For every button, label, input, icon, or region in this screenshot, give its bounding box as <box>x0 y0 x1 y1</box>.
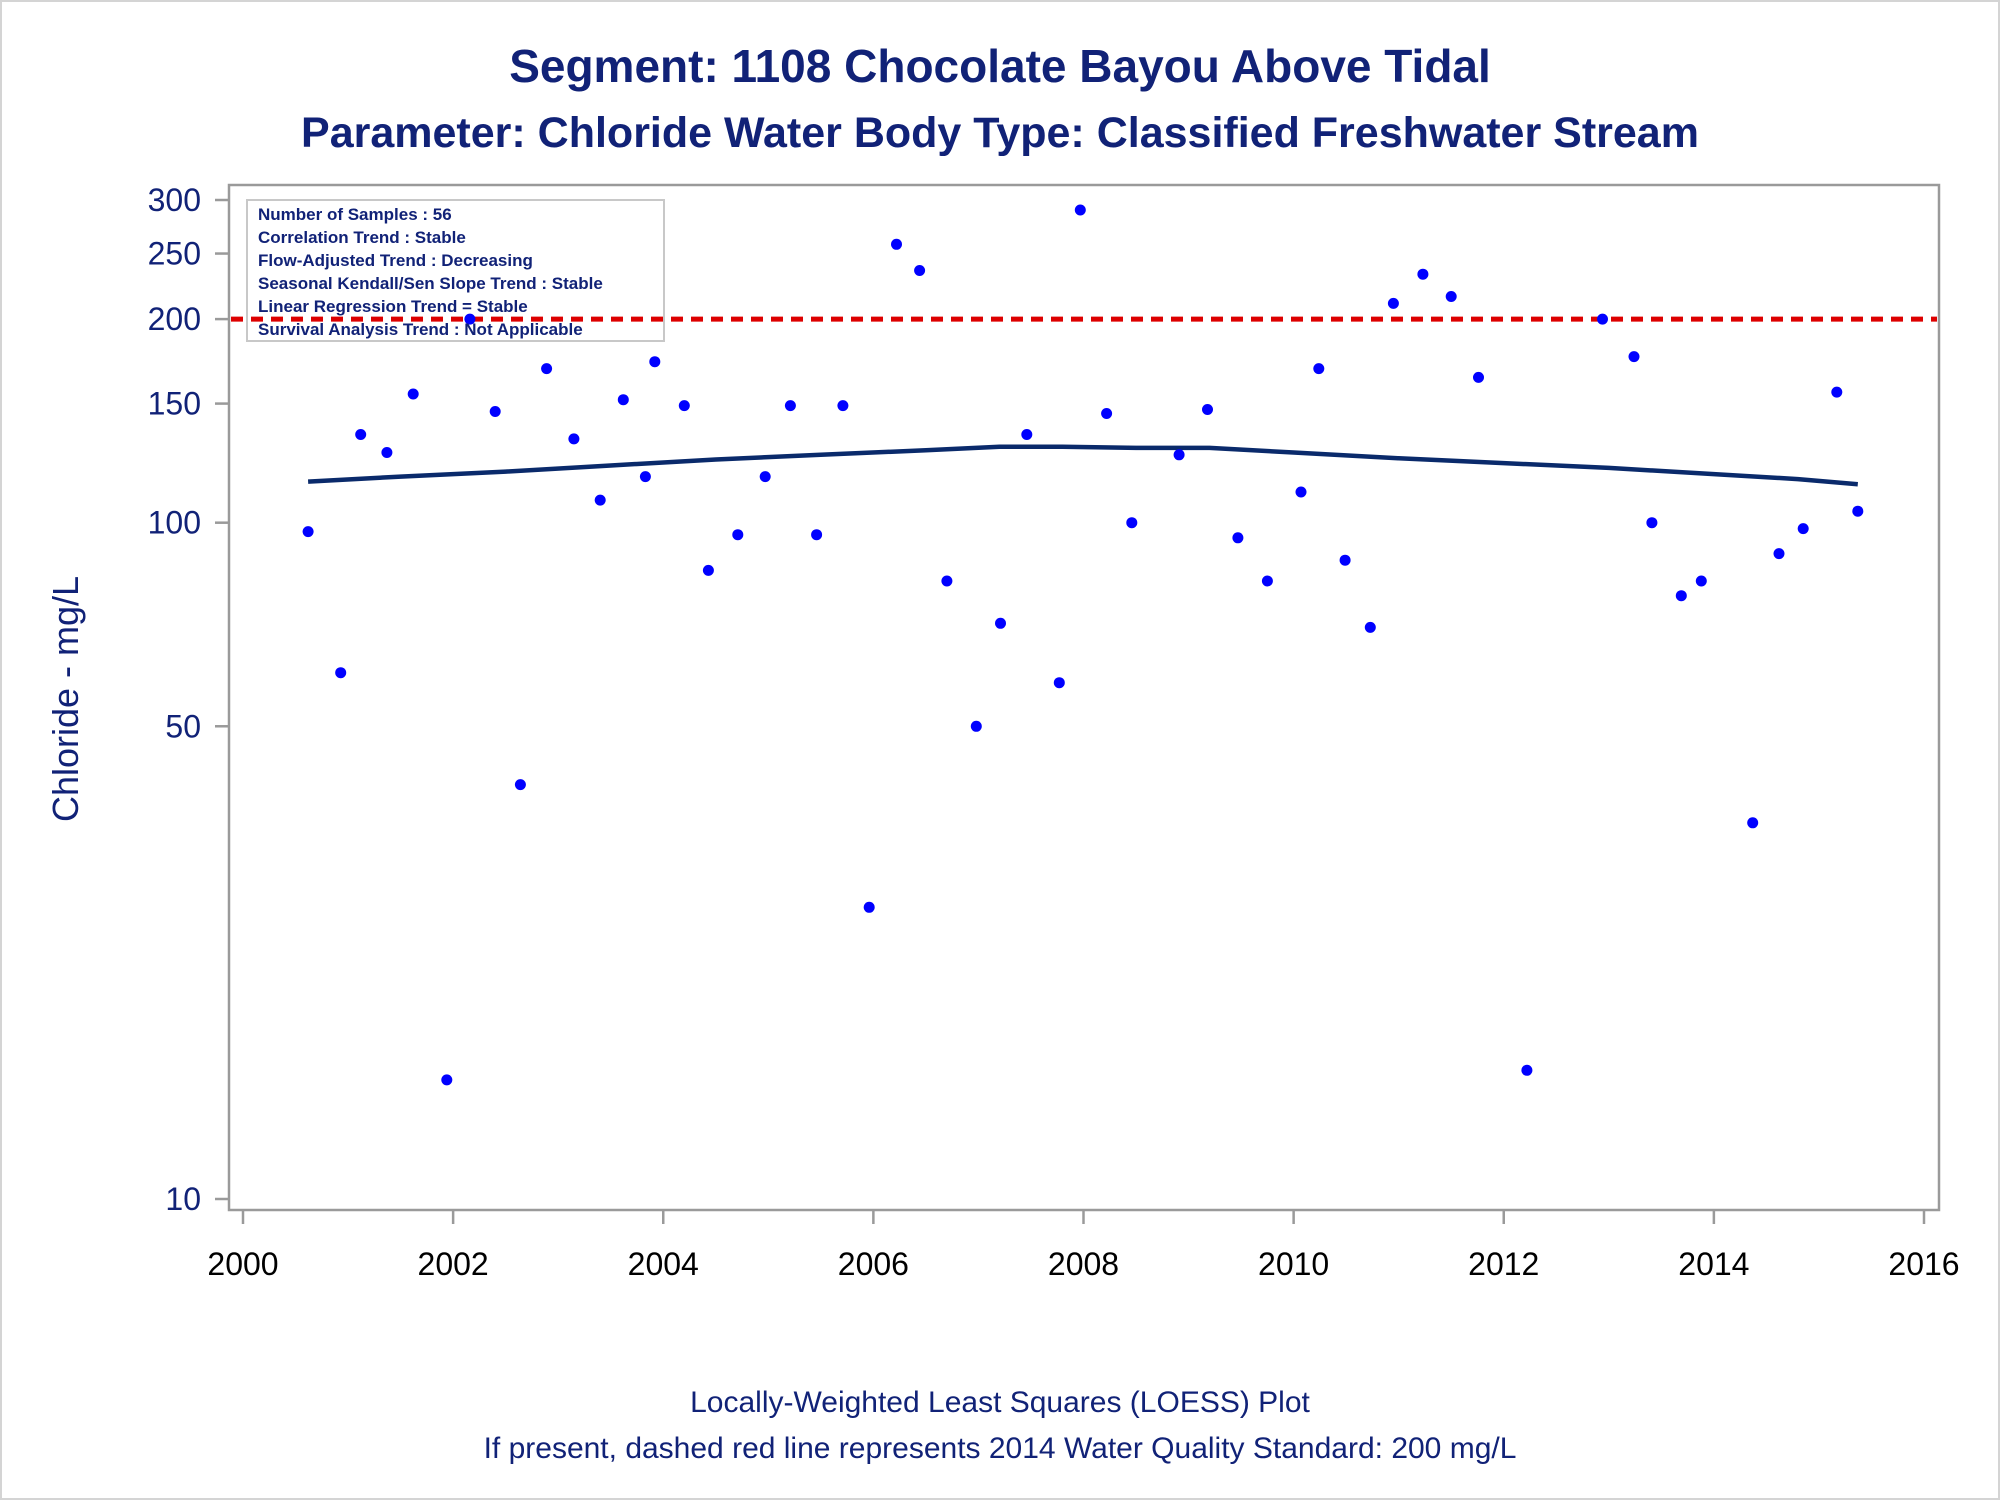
data-point <box>1126 517 1138 529</box>
y-axis-label: Chloride - mg/L <box>45 576 86 822</box>
stats-line-correlation: Correlation Trend : Stable <box>258 228 466 247</box>
data-point <box>1295 486 1307 498</box>
data-point <box>995 617 1006 629</box>
data-point <box>811 529 823 541</box>
data-point <box>541 363 553 375</box>
stats-box: Number of Samples : 56 Correlation Trend… <box>246 199 665 342</box>
data-point <box>1313 363 1325 375</box>
footnote-loess: Locally-Weighted Least Squares (LOESS) P… <box>690 1386 1310 1419</box>
data-point <box>1232 532 1244 544</box>
data-point <box>335 667 347 679</box>
chart-title: Segment: 1108 Chocolate Bayou Above Tida… <box>509 40 1491 92</box>
data-point <box>1445 291 1457 302</box>
data-point <box>891 238 902 250</box>
data-point <box>1473 371 1484 383</box>
data-point <box>1053 677 1065 689</box>
y-tick-label: 250 <box>148 236 201 272</box>
data-point <box>1387 297 1399 309</box>
x-axis: 2000 2002 2004 2006 2008 2010 2012 2014 2016 <box>207 1210 1960 1282</box>
data-point <box>639 471 651 483</box>
data-point <box>759 471 771 483</box>
x-tick-label: 2004 <box>628 1246 699 1282</box>
data-point <box>1831 386 1843 398</box>
x-tick-label: 2006 <box>838 1246 909 1282</box>
data-point <box>702 564 714 576</box>
data-point <box>1773 548 1785 560</box>
data-point <box>732 529 744 541</box>
stats-line-survival-analysis: Survival Analysis Trend : Not Applicable <box>258 320 583 339</box>
data-point <box>649 356 661 368</box>
data-point <box>1797 523 1809 535</box>
data-point <box>784 400 796 412</box>
data-point <box>1101 408 1113 419</box>
y-axis: 10 50 100 150 200 250 300 <box>148 182 229 1217</box>
data-point <box>1074 204 1086 216</box>
data-point <box>914 265 926 276</box>
data-point <box>407 388 419 400</box>
stats-line-flow-adjusted: Flow-Adjusted Trend : Decreasing <box>258 251 533 270</box>
data-point <box>1261 575 1273 587</box>
x-tick-label: 2014 <box>1678 1246 1749 1282</box>
data-point <box>1173 449 1185 461</box>
y-tick-label: 200 <box>148 301 201 337</box>
y-tick-label: 100 <box>148 505 201 541</box>
x-tick-label: 2016 <box>1888 1246 1959 1282</box>
data-point <box>863 901 875 913</box>
y-tick-label: 150 <box>148 386 201 422</box>
data-point <box>489 406 501 417</box>
stats-line-linear-regression: Linear Regression Trend = Stable <box>258 297 528 316</box>
stats-line-seasonal-kendall: Seasonal Kendall/Sen Slope Trend : Stabl… <box>258 274 603 293</box>
data-point <box>302 526 314 538</box>
data-point <box>1852 505 1864 517</box>
stats-box-border <box>246 199 665 342</box>
data-point <box>1339 554 1351 566</box>
data-point <box>355 429 367 440</box>
data-point <box>594 494 606 506</box>
data-point <box>1521 1064 1533 1076</box>
data-point <box>1646 517 1658 529</box>
data-point <box>1417 268 1429 280</box>
y-tick-label: 300 <box>148 182 201 218</box>
data-point <box>568 433 580 445</box>
data-point <box>678 400 690 412</box>
y-tick-label: 50 <box>165 708 201 744</box>
data-point <box>441 1074 453 1086</box>
y-tick-label: 10 <box>165 1181 201 1217</box>
x-tick-label: 2010 <box>1258 1246 1329 1282</box>
data-point <box>837 400 849 412</box>
loess-curve <box>307 444 1858 487</box>
x-tick-label: 2000 <box>207 1246 278 1282</box>
data-points <box>302 204 1864 1086</box>
data-point <box>1202 404 1213 415</box>
footnote-standard: If present, dashed red line represents 2… <box>484 1432 1517 1465</box>
data-point <box>1747 817 1759 829</box>
stats-line-samples: Number of Samples : 56 <box>258 205 452 224</box>
data-point <box>1675 590 1687 602</box>
data-point <box>1364 621 1376 633</box>
data-point <box>970 720 982 732</box>
data-point <box>464 313 476 325</box>
data-point <box>1695 575 1707 587</box>
data-point <box>1628 351 1640 363</box>
data-point <box>1597 313 1608 325</box>
data-point <box>941 575 953 587</box>
data-point <box>514 779 526 791</box>
data-point <box>1021 429 1033 440</box>
x-tick-label: 2008 <box>1048 1246 1119 1282</box>
chart-subtitle: Parameter: Chloride Water Body Type: Cla… <box>301 109 1699 157</box>
data-point <box>381 447 393 458</box>
x-tick-label: 2002 <box>418 1246 489 1282</box>
x-tick-label: 2012 <box>1468 1246 1539 1282</box>
data-point <box>617 394 629 406</box>
